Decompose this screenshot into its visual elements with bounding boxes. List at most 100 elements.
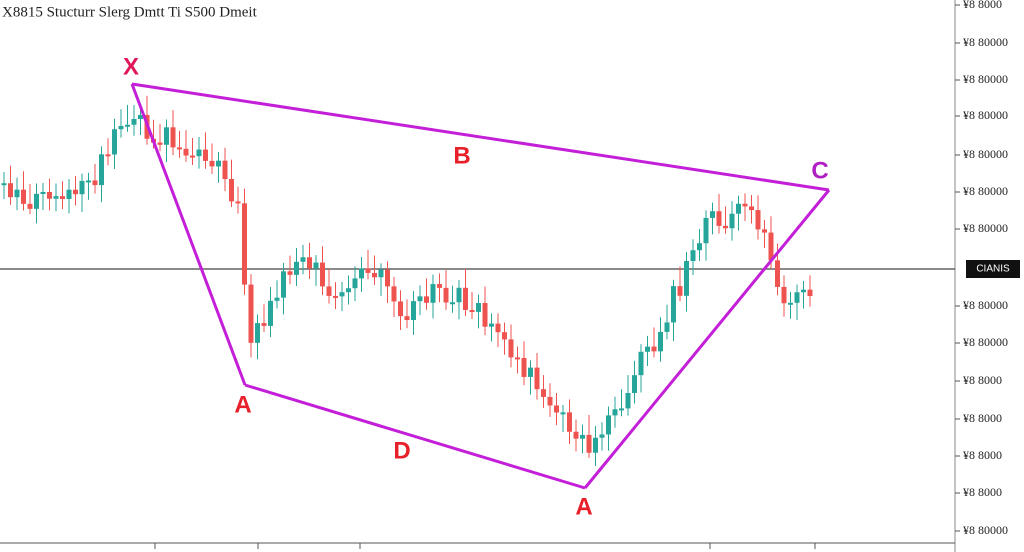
harmonic-pattern bbox=[130, 82, 831, 490]
candle-body bbox=[60, 196, 65, 199]
candle-body bbox=[573, 431, 579, 439]
candle-body bbox=[326, 286, 332, 296]
price-label: ¥8 80000 bbox=[963, 523, 1008, 537]
price-label: ¥8 80000 bbox=[963, 221, 1008, 235]
candle-body bbox=[788, 302, 793, 305]
candle-body bbox=[203, 149, 208, 161]
candle-body bbox=[599, 434, 605, 438]
candle-body bbox=[365, 268, 371, 273]
xa-leg bbox=[130, 83, 247, 386]
candle-body bbox=[482, 303, 488, 327]
candle-body bbox=[593, 437, 598, 453]
candle-body bbox=[697, 243, 702, 251]
candle-body bbox=[320, 262, 325, 287]
candle-body bbox=[333, 295, 338, 298]
point-label: A bbox=[234, 391, 251, 418]
candle-body bbox=[645, 346, 650, 352]
candle-body bbox=[677, 286, 683, 296]
price-label: ¥8 8000 bbox=[963, 0, 1002, 11]
candle-body bbox=[190, 155, 195, 158]
candle-body bbox=[521, 357, 527, 377]
ad-leg bbox=[244, 383, 586, 490]
candle-body bbox=[157, 142, 163, 145]
candle-body bbox=[742, 203, 748, 207]
candle-body bbox=[170, 127, 176, 148]
candle-body bbox=[619, 408, 624, 411]
candle-body bbox=[118, 125, 124, 130]
candle-body bbox=[125, 124, 130, 127]
candle-body bbox=[424, 296, 429, 303]
candle-body bbox=[287, 271, 293, 275]
candle-body bbox=[703, 217, 709, 244]
candle-body bbox=[398, 301, 403, 317]
candle-body bbox=[346, 288, 351, 293]
candle-body bbox=[359, 268, 364, 279]
candle-body bbox=[378, 269, 384, 278]
ac-leg bbox=[583, 189, 831, 489]
candle-body bbox=[300, 257, 306, 262]
candle-body bbox=[736, 203, 741, 214]
candle-body bbox=[528, 367, 533, 377]
price-label: ¥8 80000 bbox=[963, 147, 1008, 161]
candle-body bbox=[21, 189, 26, 204]
price-label: ¥8 80000 bbox=[963, 108, 1008, 122]
candle-body bbox=[196, 149, 202, 157]
candle-body bbox=[508, 339, 514, 358]
candle-body bbox=[53, 196, 59, 199]
candle-body bbox=[34, 193, 39, 209]
price-label: ¥8 80000 bbox=[963, 35, 1008, 49]
candle-body bbox=[632, 375, 637, 393]
point-label: A bbox=[575, 493, 592, 520]
price-label: ¥8 8000 bbox=[963, 373, 1002, 387]
candle-body bbox=[417, 296, 423, 302]
candle-body bbox=[463, 287, 468, 311]
candle-body bbox=[268, 300, 273, 326]
chart-title: X8815 Stucturr Slerg Dmtt Ti S500 Dmeit bbox=[2, 4, 258, 20]
candle-body bbox=[40, 192, 46, 195]
candle-body bbox=[235, 201, 241, 204]
candle-body bbox=[781, 286, 787, 304]
price-label: ¥8 8000 bbox=[963, 411, 1002, 425]
candle-body bbox=[391, 286, 397, 302]
point-label: B bbox=[453, 142, 470, 169]
candle-body bbox=[651, 346, 657, 352]
candle-body bbox=[385, 269, 390, 287]
candle-body bbox=[281, 271, 286, 298]
candle-body bbox=[801, 289, 806, 293]
current-price-box bbox=[966, 260, 1020, 278]
candle-body bbox=[612, 409, 618, 416]
candle-body bbox=[547, 396, 553, 406]
candle-body bbox=[729, 213, 735, 229]
candle-body bbox=[476, 303, 481, 312]
candle-body bbox=[456, 287, 462, 303]
candle-body bbox=[554, 405, 559, 413]
candle-body bbox=[112, 129, 117, 155]
candle-body bbox=[1, 183, 7, 186]
candle-body bbox=[684, 261, 689, 296]
candle-body bbox=[47, 192, 52, 199]
candle-body bbox=[775, 260, 780, 287]
candle-body bbox=[313, 262, 319, 269]
candle-body bbox=[443, 287, 449, 303]
price-label: ¥8 80000 bbox=[963, 72, 1008, 86]
candle-body bbox=[807, 289, 813, 297]
candle-body bbox=[534, 367, 540, 390]
candle-body bbox=[560, 412, 566, 415]
candle-body bbox=[450, 302, 455, 305]
candle-body bbox=[177, 147, 182, 150]
candle-body bbox=[567, 412, 572, 432]
candle-body bbox=[372, 272, 377, 278]
candle-body bbox=[248, 284, 254, 343]
candle-body bbox=[164, 127, 169, 145]
price-label: ¥8 80000 bbox=[963, 335, 1008, 349]
candle-body bbox=[515, 357, 520, 360]
candle-body bbox=[216, 160, 221, 167]
price-label: ¥8 8000 bbox=[963, 448, 1002, 462]
xc-leg bbox=[131, 82, 830, 192]
candle-body bbox=[437, 284, 442, 288]
point-label: C bbox=[811, 157, 828, 184]
price-label: ¥8 8000 bbox=[963, 485, 1002, 499]
candle-body bbox=[242, 203, 247, 285]
time-ticks bbox=[154, 543, 816, 549]
